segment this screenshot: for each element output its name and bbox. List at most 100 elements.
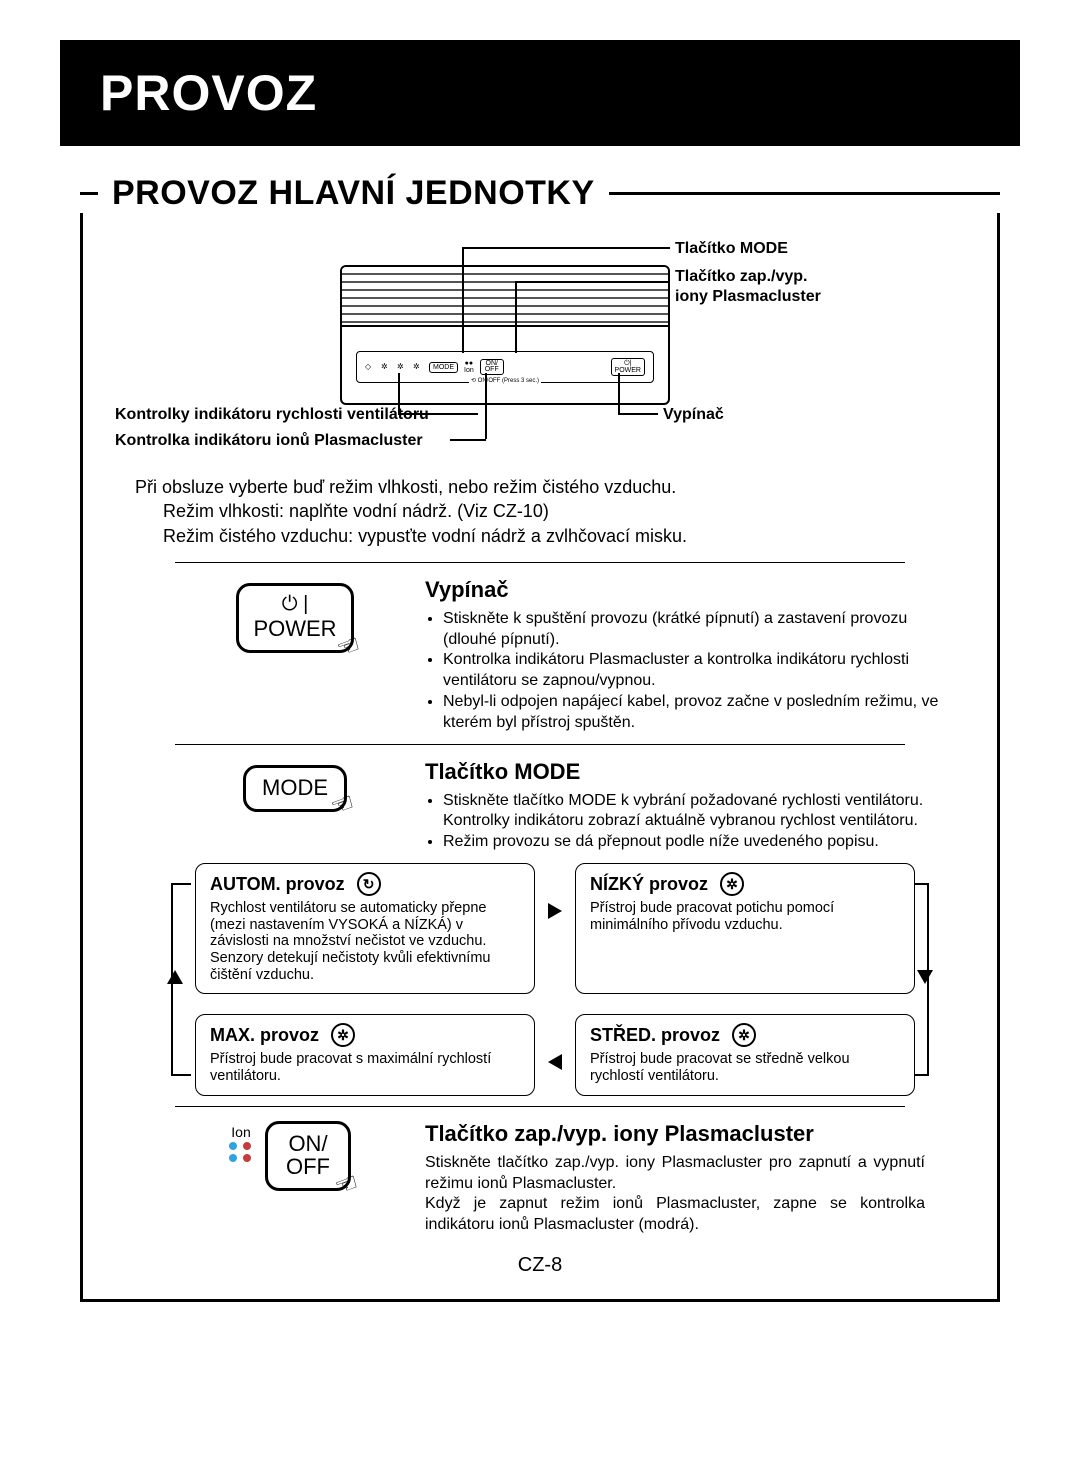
arrow-icon [917,970,933,984]
content-frame: ◇✲✲✲ MODE ●●Ion ON/OFF ⏻|POWER ⟲ ON/OFF … [80,213,1000,1302]
mode-auto-text: Rychlost ventilátoru se automaticky přep… [210,900,520,983]
mode-low-text: Přístroj bude pracovat potichu pomocí mi… [590,900,900,933]
title-bar: PROVOZ [60,40,1020,146]
lead-line [398,373,400,413]
mode-low-title: NÍZKÝ provoz ✲ [590,872,900,896]
lead-line [398,413,478,415]
panel-power-btn: ⏻|POWER [611,358,645,376]
power-bullets: Stiskněte k spuštění provozu (krátké píp… [425,609,955,734]
lead-line [450,439,486,441]
ion-dot [229,1154,237,1162]
mode-cell-max: MAX. provoz ✲ Přístroj bude pracovat s m… [195,1014,535,1095]
lead-line [462,247,670,249]
mode-button-graphic: MODE ☜ [243,765,347,812]
callout-ion-btn: Tlačítko zap./vyp. iony Plasmacluster [675,267,821,307]
fan-max-icon: ✲ [331,1023,355,1047]
fan-low-icon: ✲ [720,872,744,896]
rail [171,1074,191,1076]
panel-mode-btn: MODE [429,362,458,373]
page-number: CZ-8 [115,1254,965,1277]
ion-text: Tlačítko zap./vyp. iony Plasmacluster St… [425,1121,925,1236]
lead-line [515,281,670,283]
mode-max-title: MAX. provoz ✲ [210,1023,520,1047]
mode-bullet: Režim provozu se dá přepnout podle níže … [443,832,955,853]
separator [175,1106,905,1107]
power-icon-col: ⏻ | POWER ☜ [165,577,425,653]
rail [171,883,191,885]
panel-ion-label: ●●Ion [464,360,474,374]
callout-fan-leds: Kontrolky indikátoru rychlosti ventiláto… [115,405,429,425]
power-bullet: Nebyl-li odpojen napájecí kabel, provoz … [443,692,955,734]
ion-dot [243,1142,251,1150]
auto-icon: ↻ [357,872,381,896]
device-outline: ◇✲✲✲ MODE ●●Ion ON/OFF ⏻|POWER ⟲ ON/OFF … [340,265,670,405]
section-title: PROVOZ HLAVNÍ JEDNOTKY [112,174,595,213]
callout-ion-led: Kontrolka indikátoru ionů Plasmacluster [115,431,423,451]
power-button-label: POWER [253,616,336,641]
mode-cell-auto: AUTOM. provoz ↻ Rychlost ventilátoru se … [195,863,535,994]
hand-icon: ☜ [333,630,364,664]
power-button-graphic: ⏻ | POWER ☜ [236,583,353,653]
power-bullet: Stiskněte k spuštění provozu (krátké píp… [443,609,955,651]
arrow-icon [548,1054,562,1070]
mode-bullets: Stiskněte tlačítko MODE k vybrání požado… [425,791,955,853]
rule-left [80,192,98,195]
rail [915,883,929,885]
power-row: ⏻ | POWER ☜ Vypínač Stiskněte k spuštění… [115,577,965,734]
ion-btn-l2: OFF [286,1154,330,1179]
mode-grid: AUTOM. provoz ↻ Rychlost ventilátoru se … [195,863,915,1096]
power-text: Vypínač Stiskněte k spuštění provozu (kr… [425,577,955,734]
rule-right [609,192,1000,195]
lead-line [618,413,658,415]
separator [175,744,905,745]
hand-icon: ☜ [327,788,358,822]
mode-cell-med: STŘED. provoz ✲ Přístroj bude pracovat s… [575,1014,915,1095]
rail [915,1074,929,1076]
rail [171,883,173,1076]
page: PROVOZ PROVOZ HLAVNÍ JEDNOTKY ◇✲✲✲ MODE … [0,0,1080,1332]
power-icon: ⏻ | [253,594,336,615]
arrow-icon [167,970,183,984]
device-grill [342,267,668,327]
mode-heading: Tlačítko MODE [425,759,955,785]
panel-onoff-btn: ON/OFF [480,359,504,376]
ion-row: Ion ON/ OFF ☜ Tlačítko zap./vyp. iony Pl… [115,1121,965,1236]
fan-med-icon: ✲ [732,1023,756,1047]
mode-cell-low: NÍZKÝ provoz ✲ Přístroj bude pracovat po… [575,863,915,994]
separator [175,562,905,563]
lead-line [515,281,517,353]
ion-paragraph: Stiskněte tlačítko zap./vyp. iony Plasma… [425,1153,925,1236]
callout-mode-btn: Tlačítko MODE [675,239,788,259]
ion-button-graphic: ON/ OFF ☜ [265,1121,351,1191]
intro-line-1: Při obsluze vyberte buď režim vlhkosti, … [135,475,965,499]
ion-dot [229,1142,237,1150]
mode-max-text: Přístroj bude pracovat s maximální rychl… [210,1051,520,1084]
ion-small-label: Ion [231,1125,250,1139]
ion-small-block: Ion [229,1121,253,1162]
mode-bullet: Stiskněte tlačítko MODE k vybrání požado… [443,791,955,833]
lead-line [462,247,464,353]
mode-med-title: STŘED. provoz ✲ [590,1023,900,1047]
power-bullet: Kontrolka indikátoru Plasmacluster a kon… [443,650,955,692]
section-title-row: PROVOZ HLAVNÍ JEDNOTKY [60,174,1020,213]
intro-line-2: Režim vlhkosti: naplňte vodní nádrž. (Vi… [163,499,965,523]
power-heading: Vypínač [425,577,955,603]
ion-dot [243,1154,251,1162]
callout-power: Vypínač [663,405,724,425]
mode-med-text: Přístroj bude pracovat se středně velkou… [590,1051,900,1084]
hand-icon: ☜ [331,1167,362,1201]
arrow-icon [548,903,562,919]
intro-text: Při obsluze vyberte buď režim vlhkosti, … [135,475,965,548]
rail [927,883,929,1076]
mode-button-label: MODE [262,775,328,800]
mode-icon-col: MODE ☜ [165,759,425,812]
panel-speed-icons: ◇✲✲✲ [365,362,423,372]
intro-line-3: Režim čistého vzduchu: vypusťte vodní ná… [163,524,965,548]
ion-heading: Tlačítko zap./vyp. iony Plasmacluster [425,1121,925,1147]
device-diagram: ◇✲✲✲ MODE ●●Ion ON/OFF ⏻|POWER ⟲ ON/OFF … [115,235,965,465]
panel-sublabel: ⟲ ON/OFF (Press 3 sec.) [469,377,541,384]
mode-auto-title: AUTOM. provoz ↻ [210,872,520,896]
mode-row: MODE ☜ Tlačítko MODE Stiskněte tlačítko … [115,759,965,853]
lead-line [485,373,487,439]
ion-dots [229,1142,253,1162]
